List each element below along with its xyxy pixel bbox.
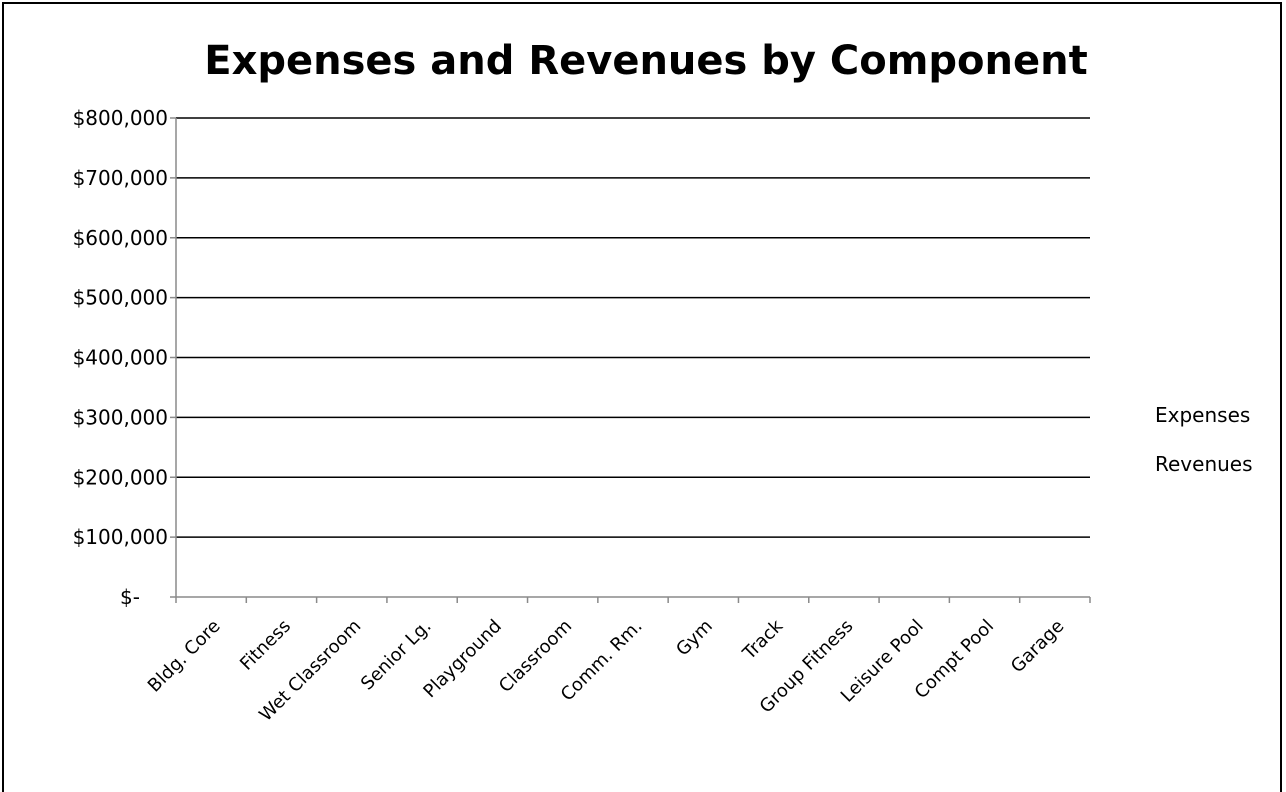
- legend: Expenses Revenues: [1155, 403, 1253, 476]
- y-tick-label: $600,000: [73, 226, 168, 250]
- x-category-label: Gym: [672, 616, 717, 661]
- y-axis-tick-labels: $- $100,000 $200,000 $300,000 $400,000 $500,0…: [73, 106, 176, 609]
- gridlines: [176, 117, 1090, 538]
- x-category-label: Fitness: [236, 616, 295, 675]
- x-category-label: Track: [738, 615, 787, 664]
- legend-item-expenses: Expenses: [1155, 403, 1250, 427]
- y-tick-label: $800,000: [73, 106, 168, 130]
- y-tick-label: $-: [120, 585, 140, 609]
- y-tick-label: $300,000: [73, 405, 168, 429]
- x-category-label: Bldg. Core: [144, 616, 225, 697]
- x-axis-ticks: [175, 597, 1091, 603]
- axes: [175, 118, 1090, 598]
- y-tick-label: $700,000: [73, 166, 168, 190]
- chart-title: Expenses and Revenues by Component: [204, 38, 1087, 84]
- y-tick-label: $500,000: [73, 286, 168, 310]
- legend-item-revenues: Revenues: [1155, 452, 1253, 476]
- y-tick-label: $400,000: [73, 346, 168, 370]
- x-category-label: Garage: [1007, 616, 1068, 677]
- y-tick-label: $200,000: [73, 465, 168, 489]
- y-tick-label: $100,000: [73, 525, 168, 549]
